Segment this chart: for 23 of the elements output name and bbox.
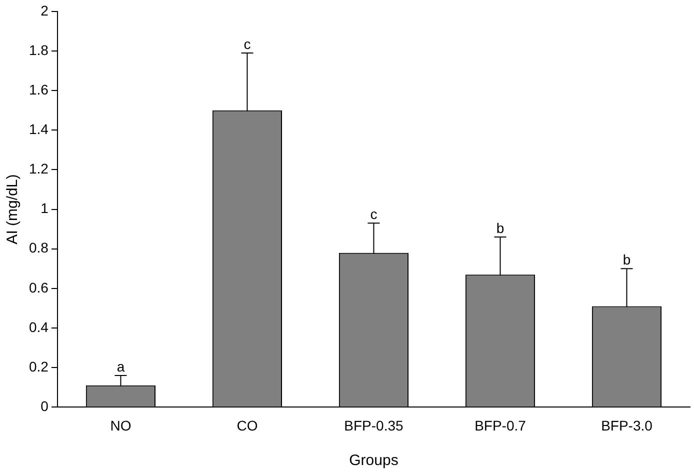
y-tick-label: 0.2 xyxy=(28,358,49,374)
x-tick-label: CO xyxy=(236,417,258,434)
annotation: b xyxy=(622,252,631,268)
y-tick-label: 0 xyxy=(40,398,49,414)
y-tick-label: 0.6 xyxy=(28,279,49,296)
y-tick-label: 1.6 xyxy=(28,81,49,98)
x-tick-label: BFP-0.7 xyxy=(474,417,526,434)
y-tick-label: 1.8 xyxy=(28,42,49,58)
annotation: b xyxy=(496,220,504,236)
x-tick-label: BFP-0.35 xyxy=(344,417,404,434)
y-tick-label: 1.2 xyxy=(28,160,49,177)
x-tick-label: BFP-3.0 xyxy=(601,417,653,434)
y-tick-label: 0.4 xyxy=(28,318,49,335)
y-tick-label: 0.8 xyxy=(28,240,49,256)
y-tick-label: 2 xyxy=(40,2,49,18)
x-tick-label: NO xyxy=(110,417,132,434)
annotation: a xyxy=(116,358,125,374)
annotation: c xyxy=(370,206,378,222)
y-axis-title: AI (mg/dL) xyxy=(4,174,22,244)
x-axis-title: Groups xyxy=(349,452,398,470)
y-tick-label: 1.4 xyxy=(28,121,49,137)
y-tick-label: 1 xyxy=(40,200,49,216)
annotation: c xyxy=(244,36,251,52)
